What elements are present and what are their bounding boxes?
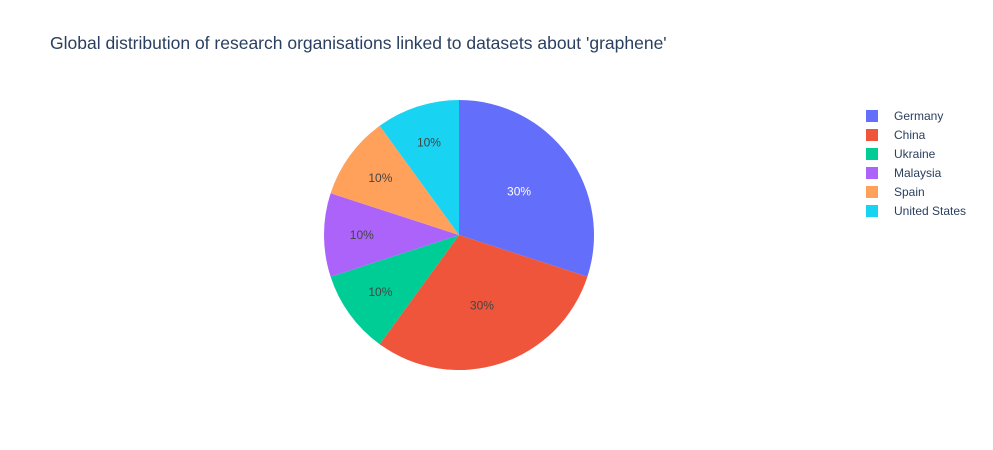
legend: Germany China Ukraine Malaysia Spain United S… <box>866 106 966 220</box>
legend-swatch <box>866 166 878 179</box>
legend-swatch <box>866 185 878 198</box>
legend-item-ukraine[interactable]: Ukraine <box>866 144 966 163</box>
legend-swatch <box>866 109 878 122</box>
slice-percent-label: 10% <box>417 136 441 150</box>
slice-percent-label: 10% <box>368 171 392 185</box>
pie-slice-malaysia[interactable] <box>323 193 459 277</box>
legend-swatch <box>866 128 878 141</box>
legend-label: Germany <box>894 108 944 123</box>
legend-label: United States <box>894 203 967 218</box>
legend-label: Ukraine <box>894 146 936 161</box>
pie-slice-china[interactable] <box>379 235 588 370</box>
legend-label: China <box>894 127 926 142</box>
slice-percent-label: 30% <box>507 184 531 198</box>
chart-title: Global distribution of research organisa… <box>50 33 667 53</box>
slice-percent-label: 10% <box>368 285 392 299</box>
legend-swatch <box>866 147 878 160</box>
slice-percent-label: 30% <box>470 299 494 313</box>
slice-percent-label: 10% <box>350 228 374 242</box>
legend-item-malaysia[interactable]: Malaysia <box>866 163 966 182</box>
legend-label: Spain <box>894 184 925 199</box>
legend-item-united-states[interactable]: United States <box>866 201 966 220</box>
pie-slice-ukraine[interactable] <box>330 235 459 345</box>
legend-label: Malaysia <box>894 165 942 180</box>
legend-item-china[interactable]: China <box>866 125 966 144</box>
legend-item-germany[interactable]: Germany <box>866 106 966 125</box>
legend-swatch <box>866 204 878 217</box>
pie-slice-united-states[interactable] <box>379 100 459 235</box>
legend-item-spain[interactable]: Spain <box>866 182 966 201</box>
pie-slice-germany[interactable] <box>459 100 594 277</box>
pie-slice-spain[interactable] <box>330 125 459 235</box>
